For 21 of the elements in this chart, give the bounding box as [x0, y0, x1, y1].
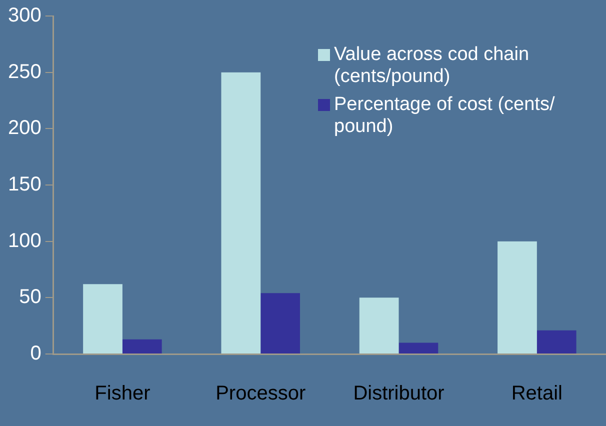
bar [122, 339, 162, 354]
y-tick-label: 0 [30, 342, 42, 365]
y-tick-label: 50 [19, 286, 42, 308]
legend-label: Percentage of cost (cents/ pound) [334, 94, 556, 138]
x-tick-label: Fisher [94, 382, 151, 405]
x-tick-label: Retail [511, 382, 562, 405]
bar [260, 293, 300, 354]
y-tick-label: 150 [8, 174, 42, 196]
bar [498, 241, 537, 354]
bar [536, 330, 576, 354]
x-tick-label: Processor [216, 382, 306, 405]
y-tick-label: 300 [8, 4, 42, 27]
y-tick-label: 100 [8, 230, 42, 252]
y-tick-label: 250 [8, 60, 42, 83]
bar [359, 298, 399, 354]
y-tick-label: 200 [8, 117, 42, 140]
bar [83, 284, 122, 354]
bar [398, 342, 438, 354]
x-tick-label: Distributor [353, 382, 445, 405]
legend-label: Value across cod chain (cents/pound) [334, 44, 530, 88]
bar [221, 72, 261, 354]
